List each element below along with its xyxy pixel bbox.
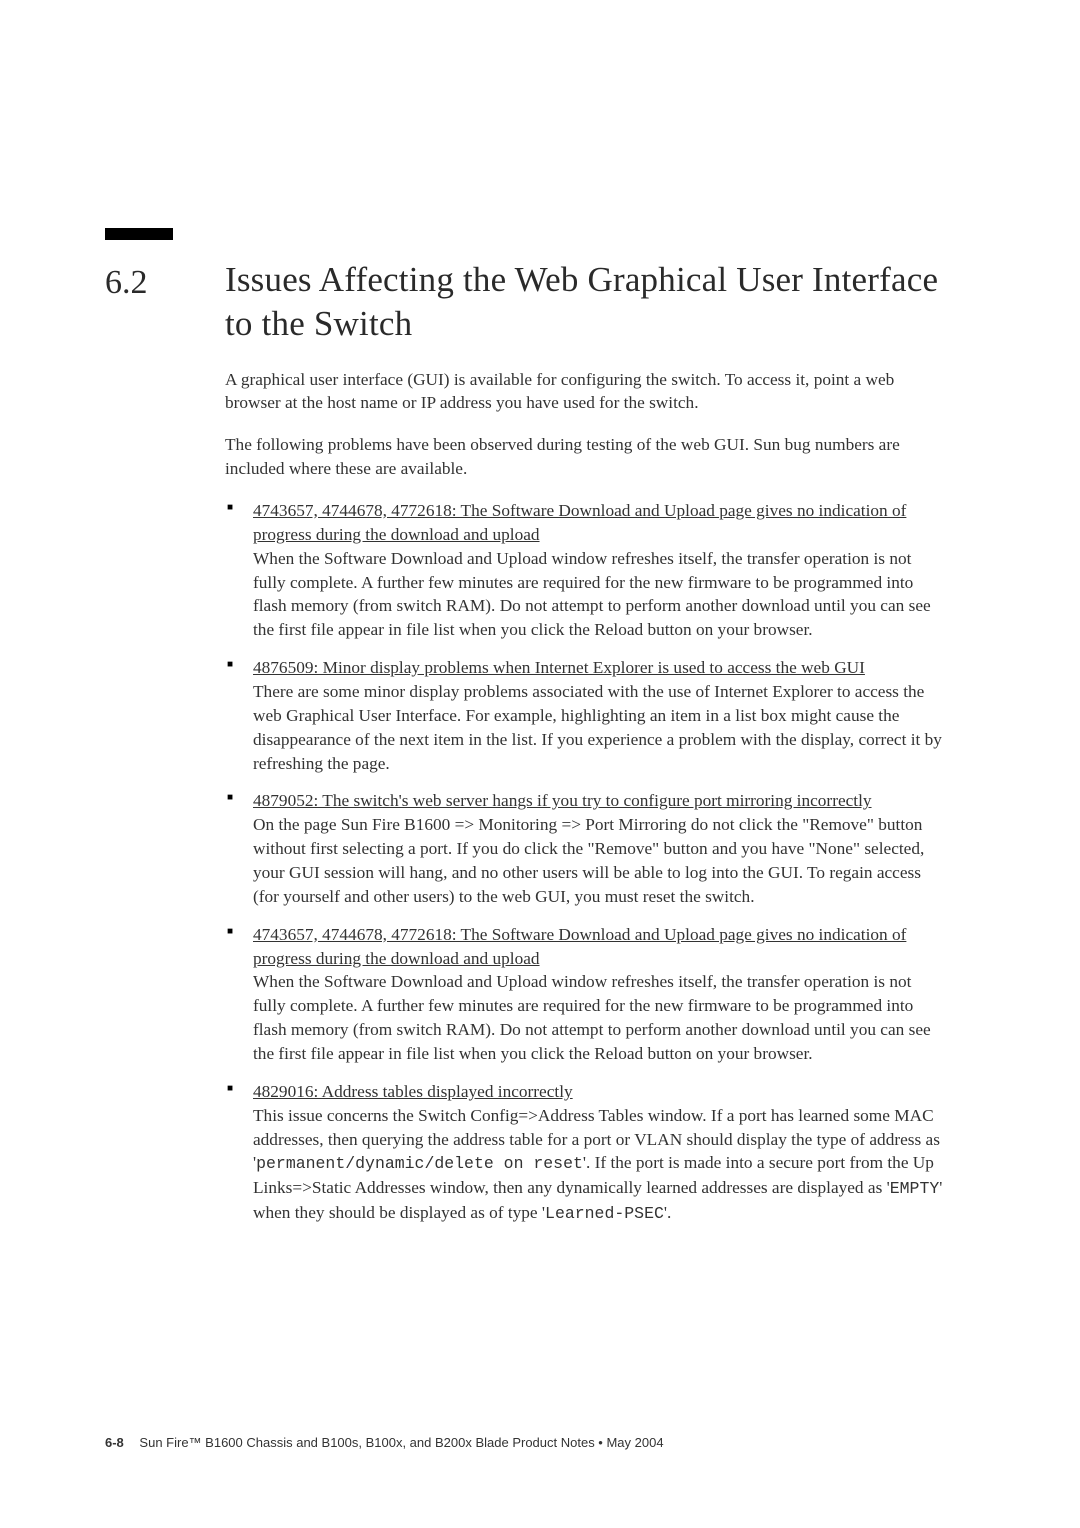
page-number: 6-8 — [105, 1435, 124, 1450]
code-text: EMPTY — [890, 1179, 940, 1198]
intro-paragraph-2: The following problems have been observe… — [225, 433, 945, 481]
issue-body: When the Software Download and Upload wi… — [253, 549, 931, 640]
section-title: Issues Affecting the Web Graphical User … — [225, 258, 945, 346]
heading-row: 6.2 Issues Affecting the Web Graphical U… — [105, 258, 945, 346]
issue-body: There are some minor display problems as… — [253, 682, 942, 773]
issue-link[interactable]: 4829016: Address tables displayed incorr… — [253, 1082, 573, 1101]
issue-item: 4743657, 4744678, 4772618: The Software … — [225, 499, 945, 642]
issue-item: 4879052: The switch's web server hangs i… — [225, 789, 945, 908]
section-number: 6.2 — [105, 258, 225, 302]
section-rule — [105, 228, 173, 240]
footer-text: Sun Fire™ B1600 Chassis and B100s, B100x… — [139, 1435, 663, 1450]
issue-item: 4829016: Address tables displayed incorr… — [225, 1080, 945, 1226]
page-footer: 6-8 Sun Fire™ B1600 Chassis and B100s, B… — [105, 1435, 664, 1450]
code-text: permanent/dynamic/delete on reset — [256, 1154, 583, 1173]
issue-link[interactable]: 4743657, 4744678, 4772618: The Software … — [253, 925, 906, 968]
issue-link[interactable]: 4743657, 4744678, 4772618: The Software … — [253, 501, 906, 544]
issues-list: 4743657, 4744678, 4772618: The Software … — [225, 499, 945, 1226]
issue-link[interactable]: 4876509: Minor display problems when Int… — [253, 658, 865, 677]
page-container: 6.2 Issues Affecting the Web Graphical U… — [0, 0, 1080, 1226]
issue-link[interactable]: 4879052: The switch's web server hangs i… — [253, 791, 872, 810]
issue-item: 4743657, 4744678, 4772618: The Software … — [225, 923, 945, 1066]
intro-paragraph-1: A graphical user interface (GUI) is avai… — [225, 368, 945, 416]
issue-body: When the Software Download and Upload wi… — [253, 972, 931, 1063]
issue-body: On the page Sun Fire B1600 => Monitoring… — [253, 815, 924, 906]
body-column: A graphical user interface (GUI) is avai… — [225, 368, 945, 1226]
issue-item: 4876509: Minor display problems when Int… — [225, 656, 945, 775]
issue-body-text: '. — [664, 1203, 671, 1222]
code-text: Learned-PSEC — [545, 1204, 664, 1223]
